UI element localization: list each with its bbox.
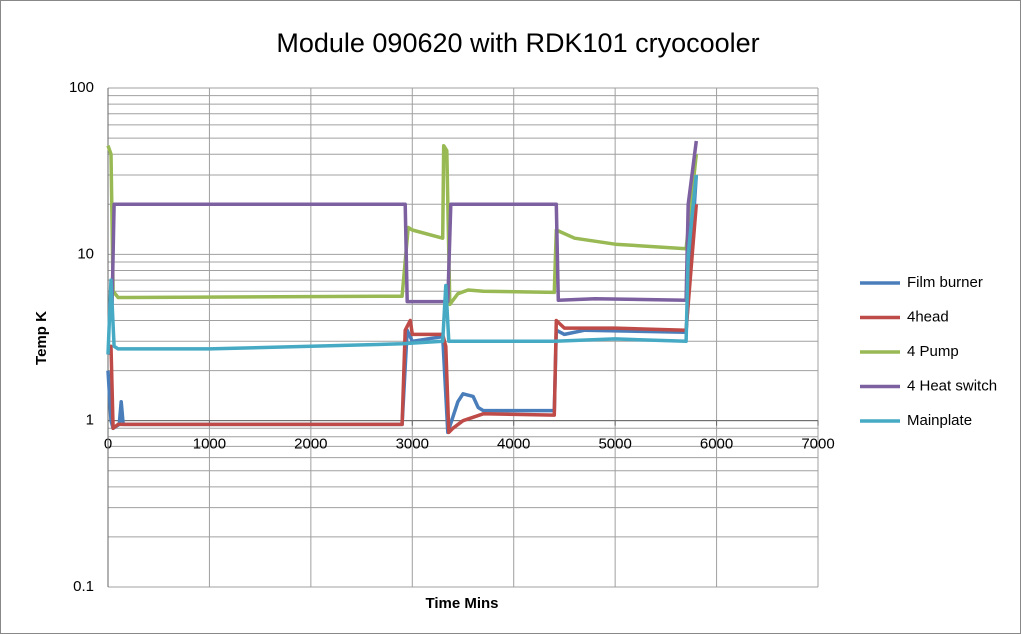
legend-label: 4 Pump	[907, 343, 959, 360]
x-tick-label: 5000	[598, 436, 631, 453]
y-tick-label: 10	[77, 245, 94, 262]
y-tick-label: 100	[69, 79, 94, 96]
x-tick-label: 6000	[700, 436, 733, 453]
chart-title: Module 090620 with RDK101 cryocooler	[276, 28, 759, 58]
x-tick-label: 4000	[497, 436, 530, 453]
y-tick-label: 0.1	[73, 578, 94, 595]
legend-label: 4 Heat switch	[907, 377, 997, 394]
x-tick-label: 3000	[396, 436, 429, 453]
series-line	[106, 143, 699, 307]
y-axis-label: Temp K	[33, 311, 50, 365]
x-tick-label: 2000	[294, 436, 327, 453]
series-line	[106, 174, 699, 435]
y-tick-label: 1	[86, 412, 94, 429]
x-tick-label: 7000	[801, 436, 834, 453]
x-axis-label: Time Mins	[425, 595, 498, 612]
x-tick-label: 1000	[193, 436, 226, 453]
legend-label: Film burner	[907, 274, 983, 291]
legend-label: 4head	[907, 308, 949, 325]
series-line	[106, 204, 699, 435]
legend-label: Mainplate	[907, 412, 972, 429]
series-line	[106, 174, 699, 355]
